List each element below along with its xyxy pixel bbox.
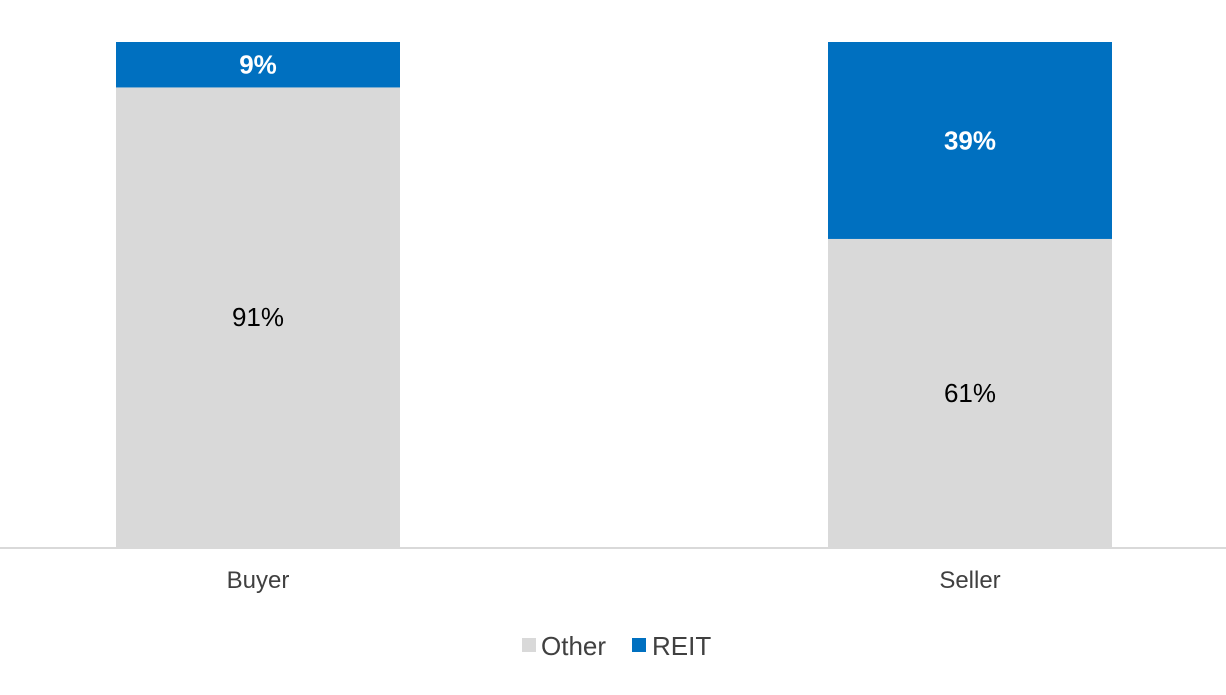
data-label-seller-reit: 39%	[944, 125, 996, 155]
data-label-buyer-reit: 9%	[239, 50, 277, 80]
data-label-buyer-other: 91%	[232, 302, 284, 332]
bar-buyer-reit	[116, 42, 400, 88]
legend: Other REIT	[522, 631, 711, 661]
data-label-seller-other: 61%	[944, 378, 996, 408]
x-tick-label-seller: Seller	[939, 567, 1000, 594]
legend-label-other: Other	[541, 631, 606, 661]
bar-seller-reit	[828, 42, 1112, 239]
bar-buyer-other	[116, 87, 400, 547]
bars-layer: 91% 9% 61% 39%	[116, 42, 1112, 547]
legend-swatch-other	[522, 638, 536, 652]
category-labels: Buyer Seller	[227, 567, 1001, 594]
x-tick-label-buyer: Buyer	[227, 567, 290, 594]
legend-label-reit: REIT	[652, 631, 711, 661]
legend-swatch-reit	[632, 638, 646, 652]
bar-seller-other	[828, 238, 1112, 547]
